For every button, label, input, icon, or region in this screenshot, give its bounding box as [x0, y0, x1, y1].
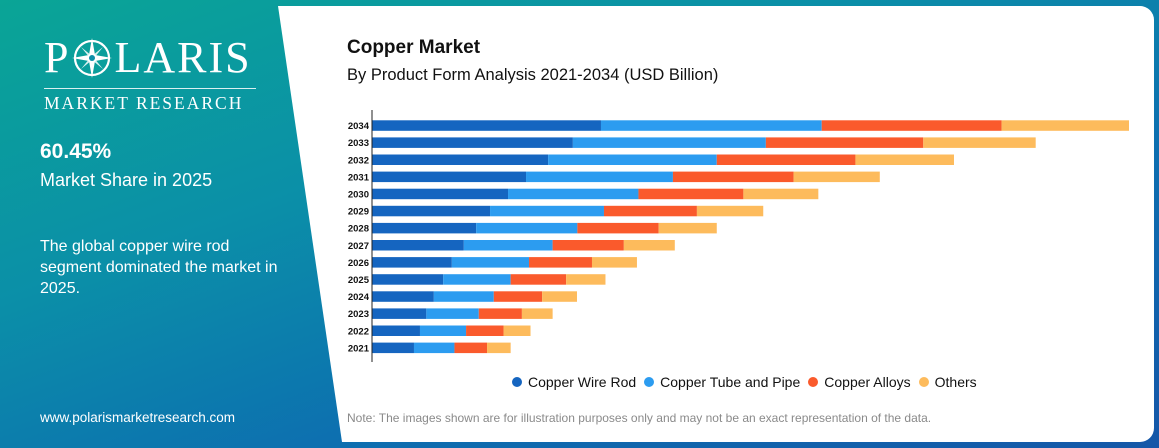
bar-segment [566, 274, 606, 285]
polaris-logo: P LARIS MARKET RESEARCH [44, 34, 256, 114]
bar-segment [716, 154, 856, 165]
y-tick-label: 2030 [348, 189, 369, 200]
y-tick-label: 2023 [348, 309, 369, 320]
compass-star-icon [72, 38, 113, 78]
bar-segment [765, 137, 924, 148]
bar-segment [552, 240, 624, 251]
bar-segment [372, 325, 420, 336]
bar-segment [508, 188, 639, 200]
bar-segment [591, 257, 637, 268]
logo-wordmark: P LARIS [44, 34, 256, 82]
bar-segment [1001, 120, 1129, 131]
legend-dot-icon [512, 377, 522, 387]
bar-segment [372, 240, 464, 251]
bar-segment [372, 171, 527, 183]
y-tick-label: 2024 [348, 292, 370, 303]
bar-segment [413, 342, 455, 354]
bar-segment [503, 325, 531, 336]
bar-segment [372, 205, 491, 217]
y-tick-label: 2031 [348, 172, 370, 183]
y-tick-label: 2022 [348, 326, 369, 337]
bar-segment [463, 240, 553, 251]
bar-segment [478, 308, 522, 319]
bar-segment [658, 222, 717, 234]
legend-item: Copper Tube and Pipe [644, 374, 800, 390]
chart-subtitle: By Product Form Analysis 2021-2034 (USD … [347, 66, 719, 84]
bar-segment [433, 291, 494, 302]
bar-segment [451, 257, 530, 268]
bar-segment [855, 154, 954, 165]
market-share-stat: 60.45% Market Share in 2025 [40, 140, 212, 191]
bar-segment [923, 137, 1036, 148]
bar-segment [372, 120, 601, 131]
bar-segment [419, 325, 467, 336]
bar-segment [577, 222, 659, 234]
bar-segment [603, 205, 697, 217]
bar-segment [490, 205, 604, 217]
bar-segment [466, 325, 504, 336]
legend-dot-icon [808, 377, 819, 387]
bar-segment [548, 154, 717, 165]
legend-label: Others [934, 374, 977, 390]
bar-segment [372, 308, 427, 319]
left-sidebar: P LARIS MARKET RESEARCH 60.45% Market Sh… [0, 0, 290, 448]
disclaimer-note: Note: The images shown are for illustrat… [347, 411, 932, 425]
bar-segment [372, 188, 509, 200]
y-tick-label: 2021 [348, 343, 370, 354]
bar-segment [638, 188, 744, 200]
bar-segment [821, 120, 1002, 131]
legend-item: Others [918, 374, 977, 390]
y-tick-label: 2034 [348, 121, 370, 132]
legend-label: Copper Alloys [824, 374, 911, 390]
y-tick-label: 2029 [348, 207, 369, 218]
bar-segment [372, 257, 452, 268]
bar-segment [487, 342, 511, 354]
chart-title: Copper Market [347, 37, 481, 58]
legend-dot-icon [644, 377, 655, 387]
bar-segment [372, 154, 549, 165]
y-tick-label: 2025 [348, 275, 370, 286]
legend-item: Copper Wire Rod [512, 374, 636, 390]
y-tick-label: 2033 [348, 138, 369, 149]
y-tick-label: 2032 [348, 155, 369, 166]
market-share-label: Market Share in 2025 [40, 170, 213, 190]
legend-item: Copper Alloys [808, 374, 911, 390]
bar-segment [372, 342, 414, 354]
bar-segment [600, 120, 822, 131]
website-link[interactable]: www.polarismarketresearch.com [40, 410, 236, 425]
bar-segment [372, 137, 573, 148]
logo-letter-p: P [44, 33, 71, 82]
bar-segment [372, 291, 434, 302]
bar-segment [743, 188, 819, 200]
logo-letters-laris: LARIS [114, 33, 252, 82]
chart-legend: Copper Wire Rod Copper Tube and Pipe Coppe… [512, 374, 985, 390]
bar-segment [493, 291, 543, 302]
bar-segment [542, 291, 577, 302]
bar-segment [623, 240, 675, 251]
bar-segment [454, 342, 488, 354]
segment-description: The global copper wire rod segment domin… [40, 238, 278, 297]
y-tick-label: 2026 [348, 258, 369, 269]
legend-label: Copper Wire Rod [528, 374, 637, 390]
bar-segment [572, 137, 766, 148]
legend-label: Copper Tube and Pipe [660, 374, 801, 390]
bar-segment [426, 308, 479, 319]
bar-segment [526, 171, 673, 183]
y-tick-label: 2027 [348, 241, 369, 252]
bar-segment [672, 171, 794, 183]
bar-segment [696, 205, 764, 217]
bar-segment [372, 274, 444, 285]
legend-dot-icon [918, 377, 929, 387]
bar-segment [521, 308, 553, 319]
y-tick-label: 2028 [348, 224, 369, 235]
logo-subtitle: MARKET RESEARCH [44, 88, 256, 114]
bar-segment [510, 274, 567, 285]
market-share-value: 60.45% [40, 140, 112, 163]
bar-segment [529, 257, 592, 268]
bar-segment [372, 222, 477, 234]
bar-segment [476, 222, 578, 234]
bar-segment [443, 274, 511, 285]
bar-segment [793, 171, 880, 183]
